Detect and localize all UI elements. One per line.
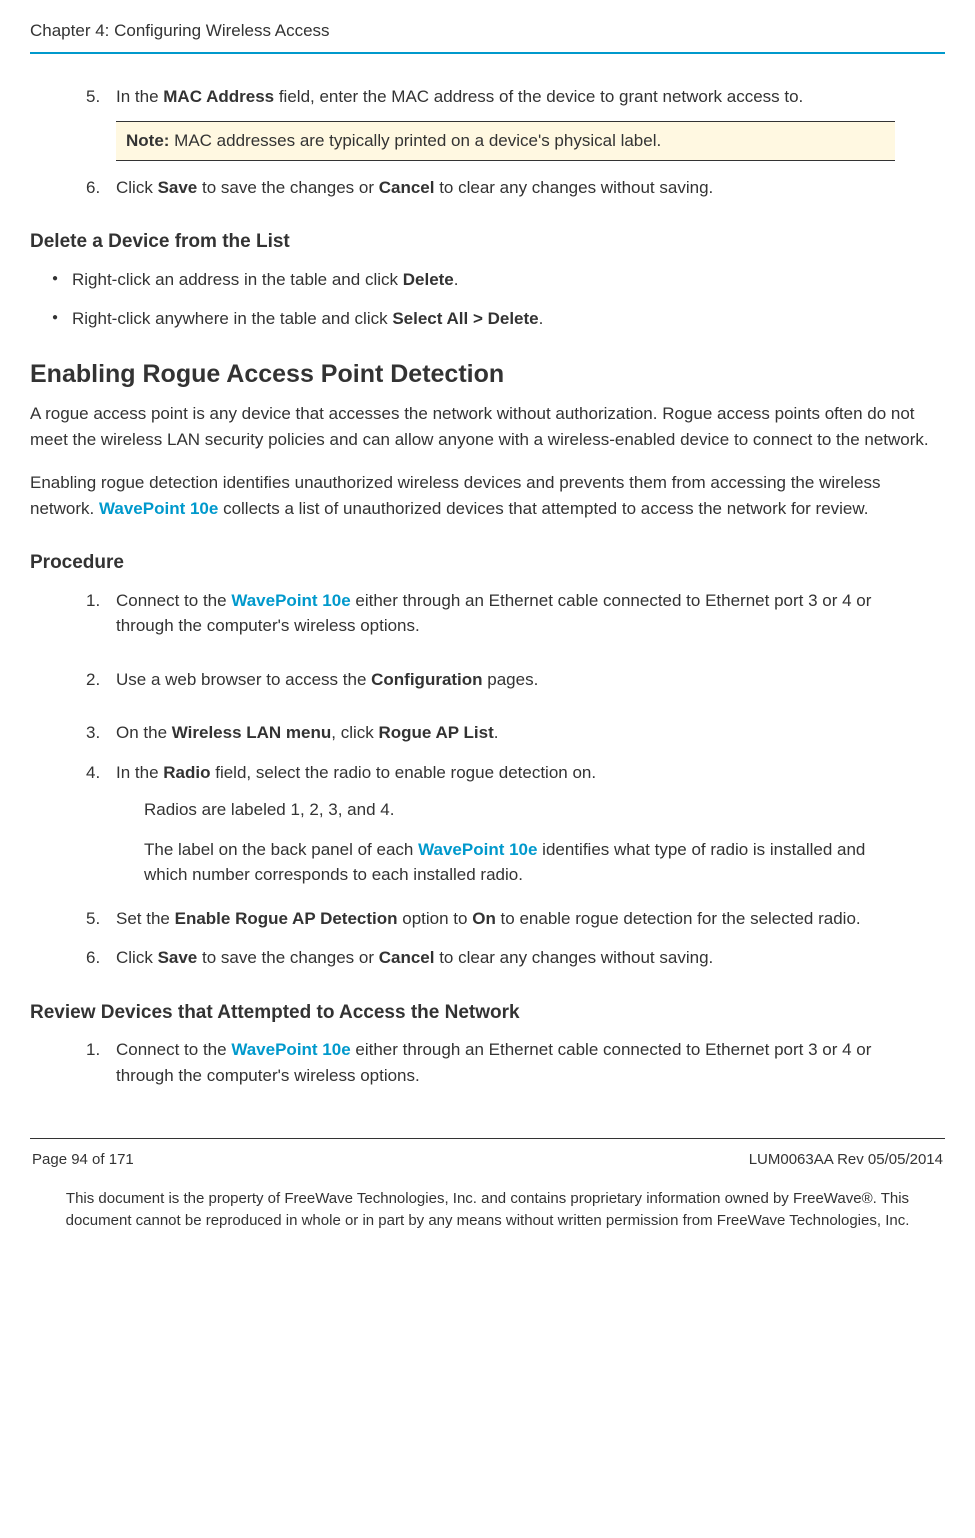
revision-label: LUM0063AA Rev 05/05/2014 <box>749 1149 943 1172</box>
review-section-title: Review Devices that Attempted to Access … <box>30 999 945 1028</box>
procedure-step-2: 2. Use a web browser to access the Confi… <box>80 667 895 693</box>
step-number: 6. <box>80 945 116 971</box>
review-step-1: 1. Connect to the WavePoint 10e either t… <box>80 1037 895 1088</box>
list-item: ● Right-click anywhere in the table and … <box>52 306 945 332</box>
text: field, select the radio to enable rogue … <box>211 763 597 782</box>
rogue-section-title: Enabling Rogue Access Point Detection <box>30 356 945 394</box>
step-6: 6. Click Save to save the changes or Can… <box>80 175 895 201</box>
list-item: ● Right-click an address in the table an… <box>52 267 945 293</box>
footer-line: Page 94 of 171 LUM0063AA Rev 05/05/2014 <box>30 1149 945 1172</box>
bold-text: Save <box>158 178 198 197</box>
text: pages. <box>483 670 539 689</box>
text: to clear any changes without saving. <box>434 948 713 967</box>
wavepoint-link[interactable]: WavePoint 10e <box>99 499 218 518</box>
step-number: 1. <box>80 588 116 639</box>
bold-text: Configuration <box>371 670 482 689</box>
procedure-step-4: 4. In the Radio field, select the radio … <box>80 760 895 906</box>
step-number: 1. <box>80 1037 116 1088</box>
step-number: 5. <box>80 906 116 932</box>
step-body: In the MAC Address field, enter the MAC … <box>116 84 895 161</box>
list-item-body: Right-click an address in the table and … <box>72 267 459 293</box>
procedure-title: Procedure <box>30 549 945 578</box>
bold-text: Select All > Delete <box>392 309 538 328</box>
step-body: In the Radio field, select the radio to … <box>116 760 895 906</box>
bold-text: MAC Address <box>163 87 274 106</box>
step-body: Click Save to save the changes or Cancel… <box>116 175 895 201</box>
list-item-body: Right-click anywhere in the table and cl… <box>72 306 543 332</box>
bold-text: Cancel <box>379 178 435 197</box>
text: The label on the back panel of each <box>144 840 418 859</box>
step-body: On the Wireless LAN menu, click Rogue AP… <box>116 720 895 746</box>
text: In the <box>116 763 163 782</box>
bullet-icon: ● <box>52 267 72 293</box>
note-label: Note: <box>126 131 169 150</box>
text: option to <box>398 909 473 928</box>
bold-text: Cancel <box>379 948 435 967</box>
text: to enable rogue detection for the select… <box>496 909 861 928</box>
sub-paragraph: Radios are labeled 1, 2, 3, and 4. <box>144 797 895 823</box>
paragraph: A rogue access point is any device that … <box>30 401 945 452</box>
step-body: Click Save to save the changes or Cancel… <box>116 945 895 971</box>
chapter-header: Chapter 4: Configuring Wireless Access <box>30 18 945 44</box>
bold-text: Enable Rogue AP Detection <box>175 909 398 928</box>
text: On the <box>116 723 172 742</box>
bold-text: Radio <box>163 763 210 782</box>
wavepoint-link[interactable]: WavePoint 10e <box>418 840 537 859</box>
bold-text: Wireless LAN menu <box>172 723 332 742</box>
text: to save the changes or <box>197 178 378 197</box>
header-rule <box>30 52 945 54</box>
step-5: 5. In the MAC Address field, enter the M… <box>80 84 895 161</box>
text: Right-click anywhere in the table and cl… <box>72 309 392 328</box>
step-body: Use a web browser to access the Configur… <box>116 667 895 693</box>
delete-list: ● Right-click an address in the table an… <box>30 267 945 332</box>
text: , click <box>331 723 378 742</box>
text: Connect to the <box>116 1040 231 1059</box>
text: Use a web browser to access the <box>116 670 371 689</box>
step-number: 6. <box>80 175 116 201</box>
text: Set the <box>116 909 175 928</box>
main-content: 5. In the MAC Address field, enter the M… <box>30 84 945 201</box>
text: Click <box>116 948 158 967</box>
bold-text: On <box>472 909 496 928</box>
bold-text: Rogue AP List <box>379 723 494 742</box>
indent-block: Radios are labeled 1, 2, 3, and 4. The l… <box>116 797 895 888</box>
wavepoint-link[interactable]: WavePoint 10e <box>231 591 350 610</box>
bold-text: Save <box>158 948 198 967</box>
text: field, enter the MAC address of the devi… <box>274 87 803 106</box>
note-box: Note: MAC addresses are typically printe… <box>116 121 895 161</box>
bullet-icon: ● <box>52 306 72 332</box>
wavepoint-link[interactable]: WavePoint 10e <box>231 1040 350 1059</box>
procedure-step-3: 3. On the Wireless LAN menu, click Rogue… <box>80 720 895 746</box>
procedure-step-6: 6. Click Save to save the changes or Can… <box>80 945 895 971</box>
footer-rule <box>30 1138 945 1139</box>
text: collects a list of unauthorized devices … <box>218 499 868 518</box>
step-body: Connect to the WavePoint 10e either thro… <box>116 588 895 639</box>
text: Connect to the <box>116 591 231 610</box>
footer-disclaimer: This document is the property of FreeWav… <box>30 1188 945 1233</box>
text: to clear any changes without saving. <box>434 178 713 197</box>
page-number: Page 94 of 171 <box>32 1149 134 1172</box>
procedure-step-1: 1. Connect to the WavePoint 10e either t… <box>80 588 895 639</box>
step-body: Connect to the WavePoint 10e either thro… <box>116 1037 895 1088</box>
step-number: 2. <box>80 667 116 693</box>
step-number: 4. <box>80 760 116 906</box>
sub-paragraph: The label on the back panel of each Wave… <box>144 837 895 888</box>
text: In the <box>116 87 163 106</box>
step-body: Set the Enable Rogue AP Detection option… <box>116 906 895 932</box>
text: to save the changes or <box>197 948 378 967</box>
text: Right-click an address in the table and … <box>72 270 403 289</box>
review-steps: 1. Connect to the WavePoint 10e either t… <box>30 1037 945 1088</box>
delete-section-title: Delete a Device from the List <box>30 228 945 257</box>
step-number: 5. <box>80 84 116 161</box>
procedure-steps: 1. Connect to the WavePoint 10e either t… <box>30 588 945 971</box>
bold-text: Delete <box>403 270 454 289</box>
procedure-step-5: 5. Set the Enable Rogue AP Detection opt… <box>80 906 895 932</box>
text: . <box>539 309 544 328</box>
text: . <box>454 270 459 289</box>
text: Click <box>116 178 158 197</box>
note-text: MAC addresses are typically printed on a… <box>169 131 661 150</box>
paragraph: Enabling rogue detection identifies unau… <box>30 470 945 521</box>
text: . <box>494 723 499 742</box>
step-number: 3. <box>80 720 116 746</box>
